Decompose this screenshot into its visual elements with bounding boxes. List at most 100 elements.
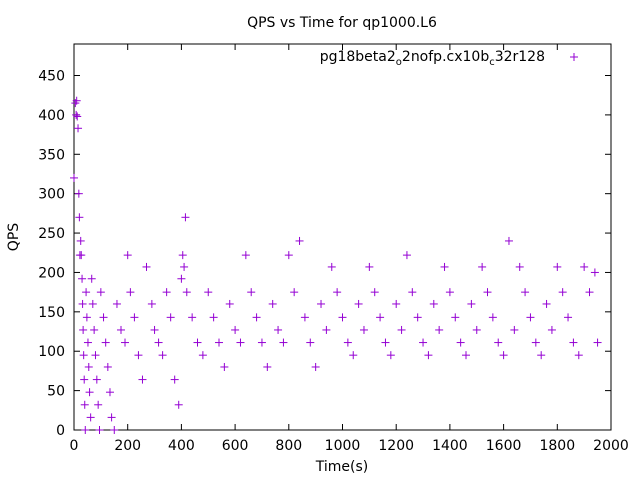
data-point bbox=[451, 313, 460, 322]
data-point bbox=[467, 299, 476, 308]
data-point bbox=[72, 96, 81, 105]
data-point bbox=[78, 274, 87, 283]
data-point bbox=[317, 299, 326, 308]
y-tick-label: 400 bbox=[38, 108, 65, 124]
data-point bbox=[413, 313, 422, 322]
data-point bbox=[322, 325, 331, 334]
x-tick-label: 1800 bbox=[539, 438, 575, 454]
data-point bbox=[359, 325, 368, 334]
data-point bbox=[73, 112, 82, 121]
data-point bbox=[354, 299, 363, 308]
data-point bbox=[198, 351, 207, 360]
data-point bbox=[85, 388, 94, 397]
data-point bbox=[263, 362, 272, 371]
y-axis: 0 50 100 150 200 250 300 350 400 450 bbox=[38, 69, 611, 439]
legend-marker bbox=[570, 53, 578, 61]
data-point bbox=[82, 313, 91, 322]
y-tick-label: 200 bbox=[38, 265, 65, 281]
data-point bbox=[274, 325, 283, 334]
data-point bbox=[333, 288, 342, 297]
y-tick-label: 150 bbox=[38, 305, 65, 321]
x-axis: 0 200 400 600 800 1000 1200 1400 1600 1800 2000 bbox=[70, 44, 629, 454]
data-point bbox=[70, 173, 78, 182]
data-point bbox=[252, 313, 261, 322]
data-point bbox=[553, 262, 562, 271]
data-point bbox=[79, 351, 88, 360]
data-point bbox=[170, 375, 179, 384]
data-point bbox=[147, 299, 156, 308]
data-point bbox=[445, 288, 454, 297]
data-point bbox=[241, 251, 250, 260]
data-point bbox=[92, 375, 101, 384]
data-point bbox=[435, 325, 444, 334]
data-point bbox=[177, 274, 186, 283]
data-point bbox=[440, 262, 449, 271]
data-point bbox=[537, 351, 546, 360]
data-point bbox=[504, 236, 513, 245]
data-point bbox=[134, 351, 143, 360]
data-point bbox=[268, 299, 277, 308]
y-tick-label: 450 bbox=[38, 69, 65, 85]
data-point bbox=[121, 338, 130, 347]
data-point bbox=[402, 251, 411, 260]
data-point bbox=[526, 313, 535, 322]
data-point bbox=[381, 338, 390, 347]
data-point bbox=[96, 288, 105, 297]
data-point bbox=[162, 288, 171, 297]
data-point bbox=[79, 325, 88, 334]
data-point bbox=[564, 313, 573, 322]
data-point bbox=[542, 299, 551, 308]
data-point bbox=[105, 388, 114, 397]
data-point bbox=[295, 236, 304, 245]
data-point bbox=[87, 274, 96, 283]
y-axis-label: QPS bbox=[6, 223, 22, 251]
data-point bbox=[166, 313, 175, 322]
legend-subscript: c bbox=[489, 57, 495, 68]
data-point bbox=[290, 288, 299, 297]
data-point bbox=[126, 288, 135, 297]
data-point bbox=[558, 288, 567, 297]
data-point bbox=[80, 375, 89, 384]
data-point bbox=[193, 338, 202, 347]
data-point bbox=[88, 299, 97, 308]
data-point bbox=[99, 313, 108, 322]
data-point bbox=[327, 262, 336, 271]
data-point bbox=[510, 325, 519, 334]
data-point bbox=[90, 325, 99, 334]
data-point bbox=[419, 338, 428, 347]
data-point bbox=[585, 288, 594, 297]
x-tick-label: 2000 bbox=[593, 438, 629, 454]
data-point bbox=[531, 338, 540, 347]
legend: pg18beta2o2nofp.cx10bc32r128 bbox=[320, 49, 578, 68]
data-point bbox=[182, 288, 191, 297]
data-point bbox=[574, 351, 583, 360]
data-point bbox=[478, 262, 487, 271]
data-point bbox=[488, 313, 497, 322]
x-tick-label: 0 bbox=[70, 438, 79, 454]
data-point bbox=[209, 313, 218, 322]
data-point bbox=[107, 413, 116, 422]
data-point bbox=[284, 251, 293, 260]
data-point bbox=[77, 251, 86, 260]
data-point bbox=[101, 338, 110, 347]
data-point bbox=[84, 362, 93, 371]
data-point bbox=[158, 351, 167, 360]
legend-label: pg18beta2o2nofp.cx10bc32r128 bbox=[320, 49, 545, 68]
data-point bbox=[547, 325, 556, 334]
data-point bbox=[142, 262, 151, 271]
data-point bbox=[300, 313, 309, 322]
data-point bbox=[174, 400, 183, 409]
data-point bbox=[112, 299, 121, 308]
y-tick-label: 100 bbox=[38, 344, 65, 360]
legend-text-part: 2nofp.cx10b bbox=[402, 49, 489, 65]
y-tick-label: 50 bbox=[47, 384, 65, 400]
data-point bbox=[386, 351, 395, 360]
data-point bbox=[515, 262, 524, 271]
data-point bbox=[75, 213, 84, 222]
data-point bbox=[349, 351, 358, 360]
data-point bbox=[91, 351, 100, 360]
data-point bbox=[397, 325, 406, 334]
data-point bbox=[204, 288, 213, 297]
data-point bbox=[236, 338, 245, 347]
